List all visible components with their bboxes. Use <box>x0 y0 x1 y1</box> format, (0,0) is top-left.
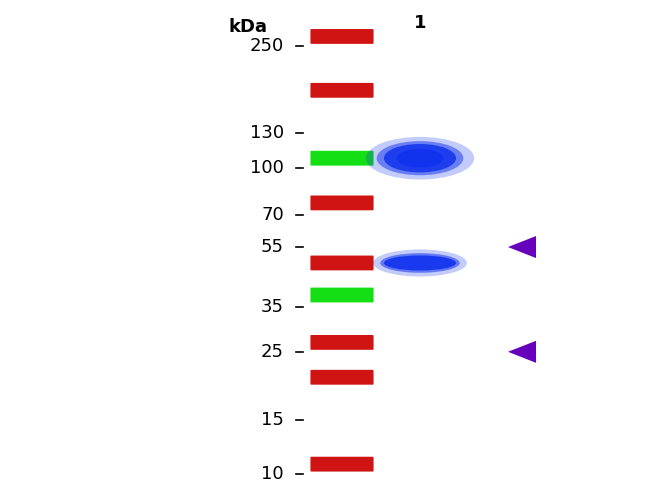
Text: 15: 15 <box>261 411 284 429</box>
Text: 130: 130 <box>250 124 284 142</box>
FancyBboxPatch shape <box>310 256 374 270</box>
Text: 25: 25 <box>261 343 284 361</box>
FancyBboxPatch shape <box>310 29 374 44</box>
FancyBboxPatch shape <box>310 83 374 98</box>
Ellipse shape <box>384 256 456 271</box>
Text: 55: 55 <box>261 238 284 256</box>
Text: kDa: kDa <box>228 18 267 36</box>
FancyBboxPatch shape <box>310 288 374 302</box>
FancyBboxPatch shape <box>310 370 374 385</box>
Ellipse shape <box>373 249 467 277</box>
Text: 35: 35 <box>261 298 284 316</box>
Ellipse shape <box>384 144 456 172</box>
FancyBboxPatch shape <box>310 151 374 166</box>
Ellipse shape <box>366 137 474 179</box>
Text: 250: 250 <box>250 37 284 55</box>
Text: 10: 10 <box>261 465 284 482</box>
Ellipse shape <box>380 253 460 273</box>
Text: 100: 100 <box>250 159 284 176</box>
FancyBboxPatch shape <box>310 457 374 472</box>
Ellipse shape <box>396 149 444 167</box>
FancyBboxPatch shape <box>310 196 374 210</box>
Text: 1: 1 <box>414 14 426 32</box>
Ellipse shape <box>377 141 463 175</box>
FancyBboxPatch shape <box>310 335 374 350</box>
Text: 70: 70 <box>261 206 284 224</box>
